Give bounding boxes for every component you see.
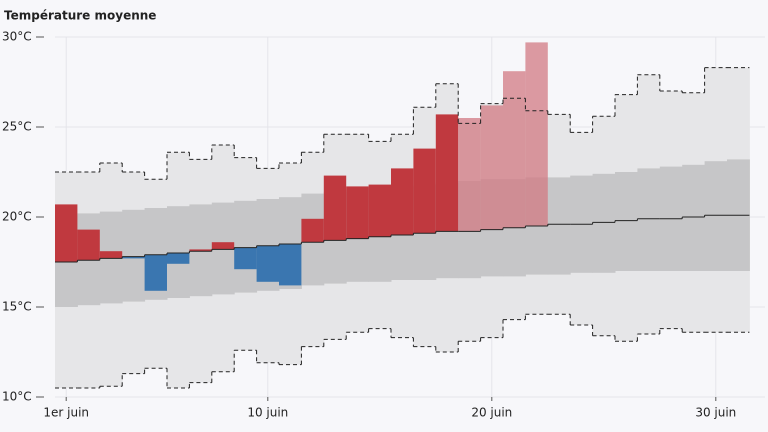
- y-tick-label: 30°C: [2, 30, 32, 44]
- observed-bar: [391, 168, 414, 235]
- forecast-bar: [503, 71, 526, 228]
- normal-band: [637, 168, 661, 271]
- y-tick-label: 15°C: [2, 300, 32, 314]
- y-tick-label: 25°C: [2, 120, 32, 134]
- y-tick-label: 20°C: [2, 210, 32, 224]
- y-tick-label: 10°C: [2, 390, 32, 404]
- observed-bar: [435, 114, 459, 232]
- normal-band: [682, 164, 706, 271]
- observed-bar: [77, 229, 100, 261]
- normal-band: [615, 172, 638, 271]
- x-tick-label: 1er juin: [43, 406, 89, 420]
- x-tick-label: 20 juin: [471, 406, 512, 420]
- normal-band: [122, 209, 146, 302]
- observed-bar: [211, 242, 235, 250]
- chart-title: Température moyenne: [4, 9, 156, 23]
- observed-bar: [256, 245, 279, 282]
- observed-bar: [234, 247, 257, 270]
- observed-bar: [189, 249, 212, 252]
- observed-bar: [167, 253, 190, 264]
- x-tick-label: 30 juin: [695, 406, 736, 420]
- normal-band: [704, 161, 728, 271]
- observed-bar: [413, 148, 436, 234]
- forecast-bar: [480, 105, 503, 230]
- observed-bar: [144, 254, 167, 291]
- normal-band: [167, 206, 190, 298]
- normal-band: [592, 173, 616, 273]
- forecast-bar: [525, 42, 548, 227]
- observed-bar: [301, 218, 324, 243]
- observed-bar: [368, 184, 391, 237]
- observed-bar: [346, 186, 369, 239]
- observed-bar: [279, 244, 302, 286]
- normal-band: [234, 200, 258, 293]
- x-tick-label: 10 juin: [247, 406, 288, 420]
- normal-band: [547, 177, 571, 275]
- forecast-bar: [458, 118, 481, 232]
- observed-bar: [323, 175, 347, 241]
- observed-bar: [122, 256, 145, 259]
- observed-bar: [55, 204, 78, 262]
- observed-bar: [99, 251, 123, 259]
